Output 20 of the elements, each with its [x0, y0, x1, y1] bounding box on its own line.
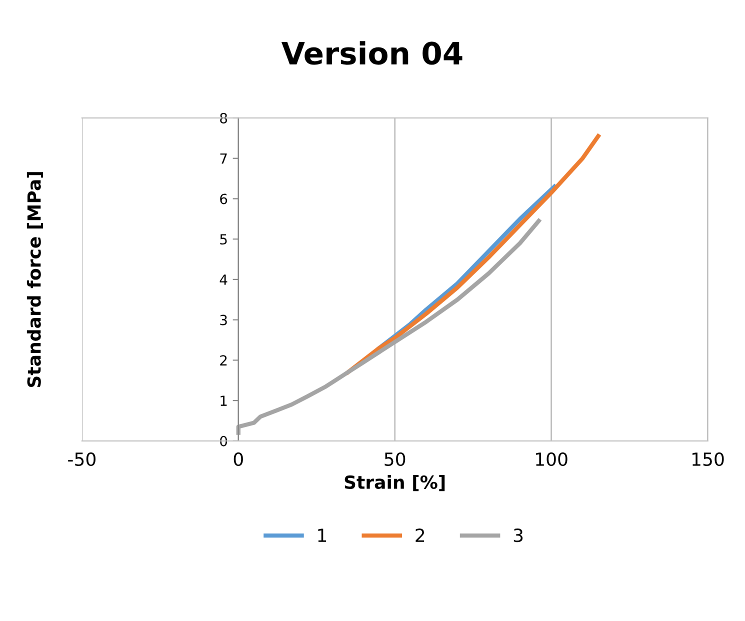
legend-label: 3	[514, 528, 523, 542]
x-axis-title: Strain [%]	[344, 475, 445, 492]
y-axis-title: Standard force [MPa]	[26, 172, 44, 388]
line-series	[236, 218, 541, 435]
y-tick-label: 2	[220, 355, 227, 366]
legend-label: 1	[318, 528, 326, 542]
chart-title: Version 04	[281, 41, 462, 65]
x-tick-label: 150	[692, 452, 724, 466]
y-tick-label: 3	[220, 314, 227, 326]
y-tick-label: 6	[220, 194, 228, 204]
line-series	[346, 134, 600, 374]
x-tick-label: 50	[384, 452, 406, 466]
x-tick-label: -50	[68, 452, 96, 466]
legend-label: 2	[416, 528, 424, 542]
x-tick-label: 100	[536, 452, 568, 466]
y-tick-label: 4	[220, 274, 228, 285]
y-tick-label: 7	[220, 154, 227, 164]
y-tick-label: 5	[220, 234, 227, 245]
y-tick-label: 1	[220, 396, 227, 406]
x-tick-label: 0	[234, 452, 243, 466]
